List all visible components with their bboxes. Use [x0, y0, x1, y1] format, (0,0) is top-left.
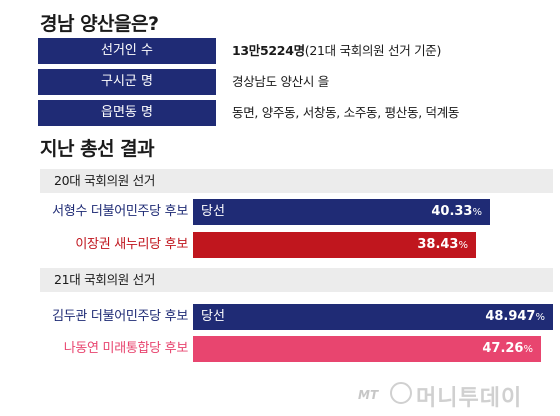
info-value: 동면, 양주동, 서창동, 소주동, 평산동, 덕계동 — [232, 100, 459, 126]
win-label: 당선 — [201, 204, 225, 219]
info-value-rest: 동면, 양주동, 서창동, 소주동, 평산동, 덕계동 — [232, 105, 460, 120]
bar: 38.43% — [193, 232, 476, 258]
candidate-label: 김두관 더불어민주당 후보 — [52, 309, 188, 324]
win-label: 당선 — [201, 309, 225, 324]
logo-mt: MT — [358, 388, 379, 402]
bar: 당선 40.33% — [193, 199, 490, 225]
data-label: 48.947% — [485, 304, 545, 331]
brand-logo: MT 머니투데이 — [350, 380, 550, 411]
bar: 당선 48.947% — [193, 304, 553, 330]
data-label: 40.33% — [431, 199, 482, 226]
percent-sign: % — [535, 312, 545, 323]
logo-circle-icon — [390, 382, 412, 404]
data-label-value: 47.26 — [482, 341, 524, 356]
info-row-voters: 선거인 수 13만5224명(21대 국회의원 선거 기준) — [38, 38, 538, 64]
data-label-value: 38.43 — [417, 237, 459, 252]
logo-name: 머니투데이 — [416, 386, 523, 411]
info-row-district: 구시군 명 경상남도 양산시 을 — [38, 69, 538, 95]
info-value: 경상남도 양산시 을 — [232, 69, 329, 95]
page-title: 경남 양산을은? — [40, 13, 159, 35]
info-value-rest: 경상남도 양산시 을 — [232, 74, 329, 89]
info-value: 13만5224명(21대 국회의원 선거 기준) — [232, 38, 441, 64]
candidate-label: 나동연 미래통합당 후보 — [63, 341, 189, 356]
data-label: 38.43% — [417, 232, 468, 259]
chart-title-21: 21대 국회의원 선거 — [40, 268, 553, 292]
percent-sign: % — [458, 240, 468, 251]
percent-sign: % — [523, 344, 533, 355]
candidate-label: 서형수 더불어민주당 후보 — [52, 204, 188, 219]
info-label: 읍면동 명 — [38, 100, 216, 126]
info-value-bold: 13만5224명 — [232, 43, 305, 58]
info-label: 선거인 수 — [38, 38, 216, 64]
data-label-value: 48.947 — [485, 309, 536, 324]
section-title: 지난 총선 결과 — [40, 138, 155, 160]
bar: 47.26% — [193, 336, 541, 362]
percent-sign: % — [472, 207, 482, 218]
candidate-label: 이장권 새누리당 후보 — [75, 237, 188, 252]
info-value-rest: (21대 국회의원 선거 기준) — [304, 43, 442, 58]
data-label-value: 40.33 — [431, 204, 473, 219]
info-label: 구시군 명 — [38, 69, 216, 95]
data-label: 47.26% — [482, 336, 533, 363]
chart-title-20: 20대 국회의원 선거 — [40, 169, 553, 193]
info-row-towns: 읍면동 명 동면, 양주동, 서창동, 소주동, 평산동, 덕계동 — [38, 100, 538, 126]
